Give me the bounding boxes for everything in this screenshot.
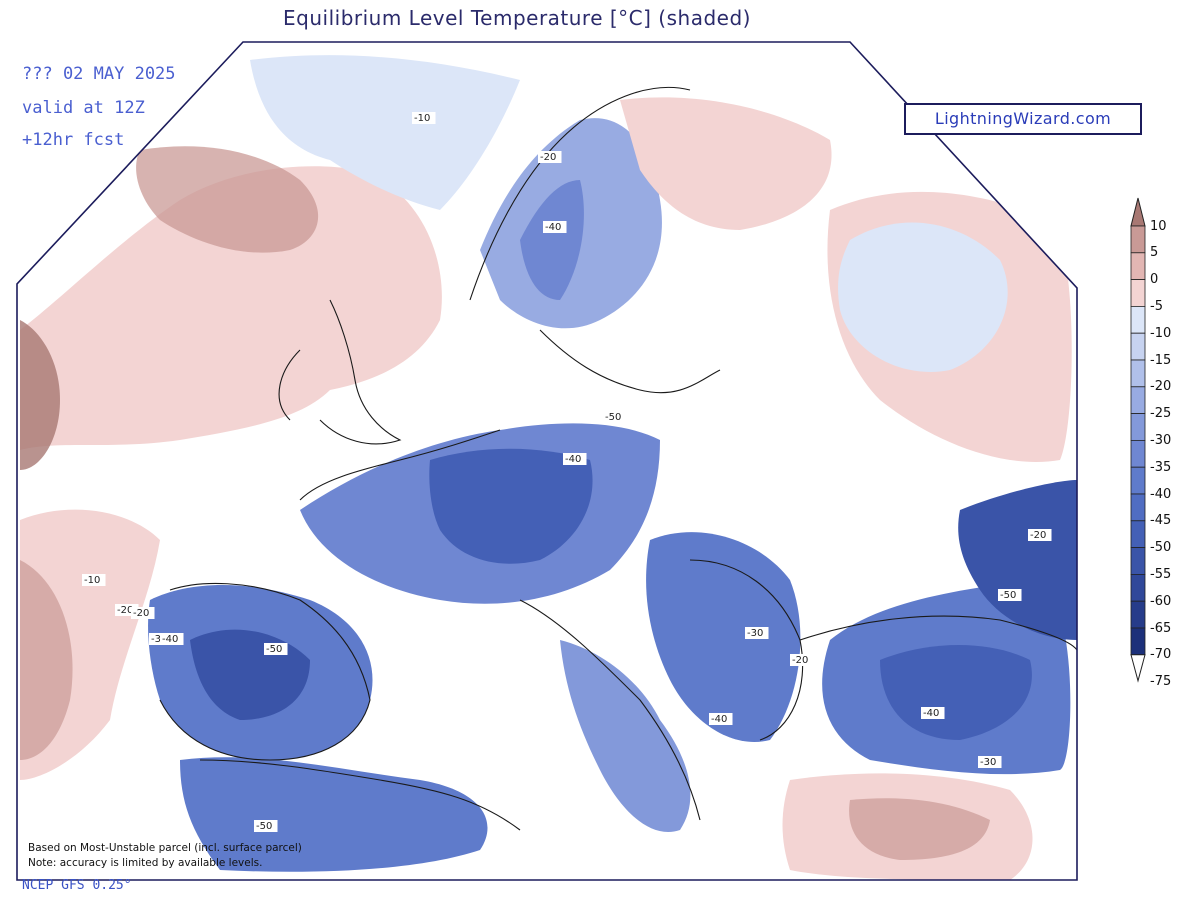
footnote-line-1: Based on Most-Unstable parcel (incl. sur… (28, 842, 302, 854)
contour-labels: -10-20-40-50-40-10-20 -20-30-40-50-20-50-… (82, 112, 1052, 832)
colorbar-label: -45 (1150, 513, 1172, 529)
colorbar-label: -5 (1150, 298, 1163, 314)
colorbar-swatch (1130, 466, 1146, 495)
coastlines (159, 86, 1077, 831)
contour-label-bg (160, 633, 184, 645)
run-date: ??? 02 MAY 2025 (22, 64, 176, 84)
contour-label-bg (264, 643, 288, 655)
colorbar-label: -30 (1150, 432, 1172, 448)
contour-label: -40 (545, 222, 561, 233)
colorbar-label: -60 (1150, 593, 1172, 609)
brand-logo[interactable]: LightningWizard.com (904, 103, 1142, 135)
contour-label: -40 (711, 714, 727, 725)
colorbar-label: -70 (1150, 647, 1172, 663)
contour-label: -40 (565, 454, 581, 465)
contour-label: -50 (256, 821, 272, 832)
contour-label-bg (538, 151, 562, 163)
contour-label: -10 (414, 113, 430, 124)
forecast-hour: +12hr fcst (22, 130, 125, 150)
colorbar-label: -55 (1150, 566, 1172, 582)
contour-label-bg (412, 112, 436, 124)
contour-label: -20 (133, 608, 149, 619)
contour-label: -30 (980, 757, 996, 768)
colorbar-swatch (1130, 574, 1146, 602)
colorbar-label: -10 (1150, 325, 1172, 341)
colorbar-bottom-arrow (1130, 654, 1146, 683)
contour-label: -20 (792, 655, 808, 666)
colorbar-swatch (1130, 279, 1146, 307)
colorbar-swatch (1130, 600, 1146, 629)
contour-label-bg (131, 607, 155, 619)
contour-label-bg (978, 756, 1002, 768)
colorbar-label: -15 (1150, 352, 1172, 368)
colorbar-swatch (1130, 520, 1146, 548)
colorbar-swatch (1130, 225, 1146, 254)
contour-label-bg (709, 713, 733, 725)
contour-label-bg (921, 707, 945, 719)
contour-label-bg (603, 411, 627, 423)
footnote-line-2: Note: accuracy is limited by available l… (28, 857, 263, 869)
colorbar-swatch (1130, 252, 1146, 281)
model-name: NCEP GFS 0.25° (22, 878, 132, 893)
colorbar-label: -75 (1150, 674, 1172, 690)
colorbar-label: -50 (1150, 540, 1172, 556)
colorbar-label: -40 (1150, 486, 1172, 502)
contour-label: -30 (747, 628, 763, 639)
colorbar-swatch (1130, 332, 1146, 361)
contour-label-bg (82, 574, 106, 586)
contour-label: -50 (1000, 590, 1016, 601)
colorbar-label: 0 (1150, 272, 1159, 288)
contour-label: -50 (605, 412, 621, 423)
valid-time: valid at 12Z (22, 98, 145, 118)
colorbar-swatch (1130, 305, 1146, 334)
colorbar-swatch (1130, 386, 1146, 414)
contour-label: -20 (540, 152, 556, 163)
map-border (16, 41, 1078, 881)
contour-label-bg (543, 221, 567, 233)
contour-label: -50 (266, 644, 282, 655)
colorbar-label: -65 (1150, 620, 1172, 636)
contour-label-bg (998, 589, 1022, 601)
contour-label: -40 (923, 708, 939, 719)
colorbar-label: 10 (1150, 218, 1167, 234)
colorbar-label: 5 (1150, 245, 1159, 261)
colorbar-swatch (1130, 439, 1146, 468)
colorbar-swatch (1130, 493, 1146, 522)
contour-label-bg (790, 654, 814, 666)
colorbar-swatch (1130, 547, 1146, 575)
contour-label: -20 (117, 605, 133, 616)
contour-label-bg (254, 820, 278, 832)
colorbar-swatch (1130, 627, 1146, 656)
colorbar-swatch (1130, 413, 1146, 441)
colorbar-swatch (1130, 359, 1146, 388)
contour-label: -40 (162, 634, 178, 645)
colorbar-label: -35 (1150, 459, 1172, 475)
contour-label-bg (563, 453, 587, 465)
contour-label-bg (1028, 529, 1052, 541)
contour-label: -10 (84, 575, 100, 586)
contour-label-bg (745, 627, 769, 639)
colorbar (1130, 197, 1146, 683)
contour-label: -20 (1030, 530, 1046, 541)
colorbar-label: -20 (1150, 379, 1172, 395)
colorbar-top-arrow (1130, 197, 1146, 227)
colorbar-label: -25 (1150, 406, 1172, 422)
contour-label: -30 (151, 634, 167, 645)
map-title: Equilibrium Level Temperature [°C] (shad… (283, 6, 751, 30)
